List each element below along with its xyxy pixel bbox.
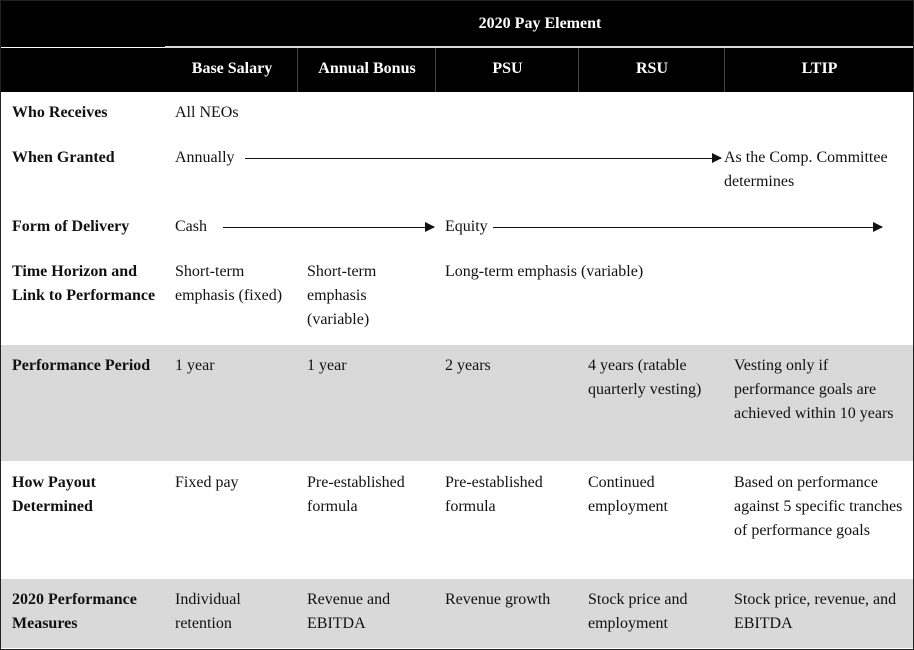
measures-psu: Revenue growth (445, 591, 551, 608)
column-header-row: Base Salary Annual Bonus PSU RSU LTIP (1, 48, 913, 92)
equity-arrow-icon (493, 222, 883, 232)
payout-rsu: Continued employment (588, 474, 668, 515)
column-divider (297, 48, 298, 92)
form-of-delivery-cash: Cash (175, 218, 207, 235)
horizon-long-term: Long-term emphasis (variable) (445, 263, 644, 280)
row-label-performance-measures: 2020 Performance Measures (12, 591, 137, 632)
measures-ltip: Stock price, revenue, and EBITDA (734, 591, 897, 632)
column-header-annual-bonus: Annual Bonus (318, 60, 416, 77)
when-granted-start: Annually (175, 149, 235, 166)
row-band-performance-measures (1, 579, 913, 648)
period-base-salary: 1 year (175, 357, 215, 374)
cash-arrow-icon (223, 222, 435, 232)
column-divider (578, 48, 579, 92)
row-label-who-receives: Who Receives (12, 104, 108, 121)
row-label-time-horizon: Time Horizon and Link to Performance (12, 263, 156, 304)
table-title: 2020 Pay Element (478, 15, 602, 32)
column-header-psu: PSU (492, 60, 523, 77)
row-label-performance-period: Performance Period (12, 357, 151, 374)
payout-base-salary: Fixed pay (175, 474, 239, 491)
horizon-base-salary: Short-term emphasis (fixed) (175, 263, 283, 304)
form-of-delivery-equity: Equity (445, 218, 488, 235)
period-rsu: 4 years (ratable quarterly vesting) (588, 357, 702, 398)
period-psu: 2 years (445, 357, 491, 374)
payout-ltip: Based on performance against 5 specific … (734, 474, 903, 539)
column-header-base-salary: Base Salary (191, 60, 273, 77)
measures-base-salary: Individual retention (175, 591, 241, 632)
row-label-when-granted: When Granted (12, 149, 115, 166)
row-band-performance-period (1, 345, 913, 461)
row-label-form-of-delivery: Form of Delivery (12, 218, 130, 235)
payout-annual-bonus: Pre-established formula (307, 474, 405, 515)
row-label-how-payout: How Payout Determined (12, 474, 96, 515)
period-ltip: Vesting only if performance goals are ac… (734, 357, 894, 422)
column-divider (435, 48, 436, 92)
who-receives-value: All NEOs (175, 104, 239, 121)
column-divider (724, 48, 725, 92)
horizon-annual-bonus: Short-term emphasis (variable) (307, 263, 377, 328)
when-granted-arrow-icon (245, 153, 722, 163)
column-header-ltip: LTIP (801, 60, 838, 77)
measures-annual-bonus: Revenue and EBITDA (307, 591, 391, 632)
when-granted-end: As the Comp. Committee determines (724, 149, 888, 190)
payout-psu: Pre-established formula (445, 474, 543, 515)
measures-rsu: Stock price and employment (588, 591, 688, 632)
period-annual-bonus: 1 year (307, 357, 347, 374)
table-title-bar: 2020 Pay Element (1, 1, 913, 47)
column-header-rsu: RSU (635, 60, 668, 77)
header-divider (165, 46, 913, 48)
